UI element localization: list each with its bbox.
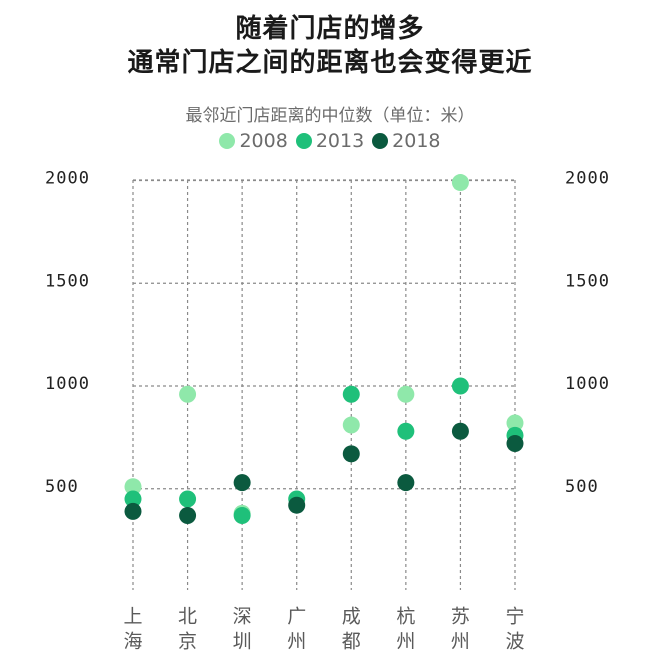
- data-point: [288, 496, 306, 514]
- y-tick-label-left: 500: [45, 477, 79, 497]
- legend-label-2018: 2018: [392, 130, 441, 152]
- legend-label-2008: 2008: [239, 130, 288, 152]
- data-point: [397, 474, 415, 492]
- category-label: 广: [287, 606, 306, 628]
- data-point: [179, 490, 197, 508]
- y-tick-label-left: 1000: [45, 374, 90, 394]
- category-label: 京: [178, 631, 197, 653]
- category-label: 州: [287, 631, 306, 653]
- chart-subtitle: 通常门店之间的距离也会变得更近: [127, 48, 533, 78]
- series-2008: [124, 174, 524, 522]
- category-label: 成: [342, 606, 361, 628]
- data-point: [506, 414, 524, 432]
- category-label: 苏: [451, 606, 470, 628]
- data-point: [233, 474, 251, 492]
- category-label: 波: [505, 631, 524, 653]
- data-point: [342, 445, 360, 463]
- category-label: 北: [178, 606, 197, 628]
- data-point: [451, 422, 469, 440]
- legend-marker-2008: [219, 133, 236, 149]
- y-tick-label-left: 2000: [45, 169, 90, 189]
- data-point: [397, 422, 415, 440]
- legend-item-2008: 2008: [219, 130, 288, 152]
- data-point: [179, 506, 197, 524]
- data-point: [179, 385, 197, 403]
- data-point: [451, 174, 469, 192]
- legend-label-2013: 2013: [315, 130, 365, 152]
- data-point: [397, 385, 415, 403]
- legend-item-2018: 2018: [372, 130, 441, 152]
- data-point: [506, 435, 524, 453]
- chart-title: 随着门店的增多: [235, 14, 425, 44]
- data-point: [233, 506, 251, 524]
- data-point: [342, 416, 360, 434]
- category-label: 圳: [233, 631, 252, 653]
- category-label: 宁: [505, 606, 524, 628]
- y-tick-label-right: 2000: [565, 169, 610, 189]
- y-tick-label-right: 500: [565, 477, 599, 497]
- category-label: 杭: [396, 606, 415, 628]
- category-label: 州: [451, 631, 470, 653]
- y-tick-label-right: 1000: [565, 374, 610, 394]
- y-tick-label-left: 1500: [45, 271, 90, 291]
- category-label: 深: [233, 606, 252, 628]
- series-2018: [124, 422, 524, 524]
- legend-item-2013: 2013: [295, 130, 365, 152]
- data-point: [124, 490, 142, 508]
- y-axis-label: 最邻近门店距离的中位数（单位：米）: [185, 106, 475, 126]
- category-label: 上: [123, 606, 142, 628]
- y-tick-label-right: 1500: [565, 271, 610, 291]
- data-point: [342, 385, 360, 403]
- legend: 2008 2013 2018: [0, 130, 660, 152]
- data-point: [124, 502, 142, 520]
- data-point: [451, 377, 469, 395]
- category-label: 都: [342, 631, 361, 653]
- category-label: 海: [123, 631, 142, 653]
- legend-marker-2013: [295, 133, 312, 149]
- legend-marker-2018: [372, 133, 389, 149]
- data-point: [124, 478, 142, 496]
- category-label: 州: [396, 631, 415, 653]
